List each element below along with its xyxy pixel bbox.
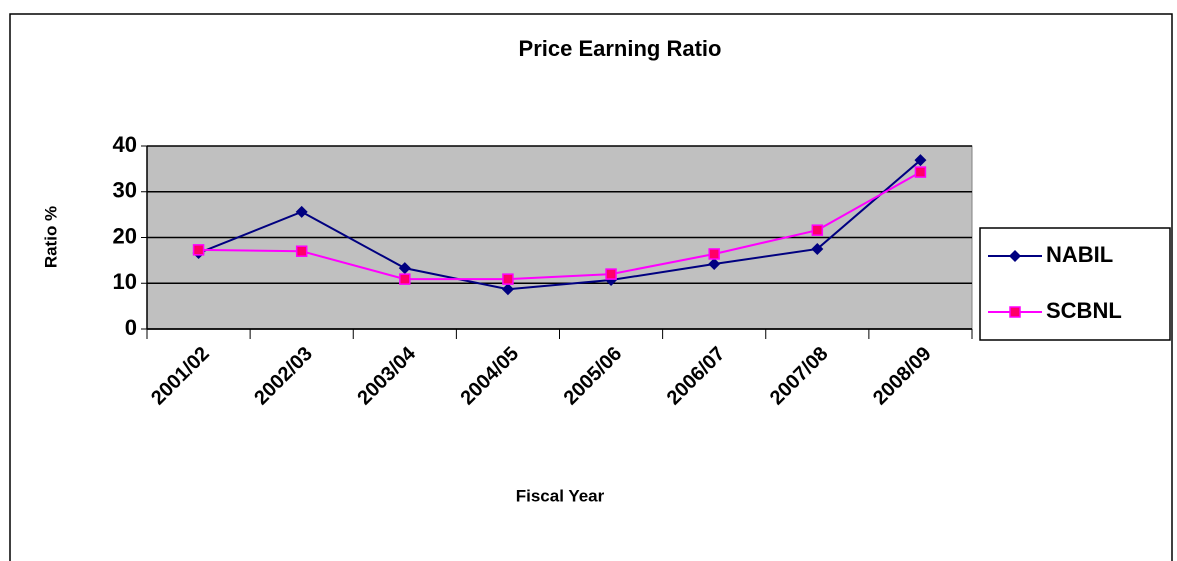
legend-label: SCBNL bbox=[1046, 298, 1122, 323]
marker bbox=[708, 258, 721, 271]
series-line bbox=[198, 171, 921, 281]
marker bbox=[1009, 306, 1021, 318]
y-tick-label: 40 bbox=[113, 132, 137, 157]
y-tick-label: 30 bbox=[113, 178, 137, 203]
marker bbox=[605, 268, 617, 280]
marker bbox=[501, 283, 514, 296]
x-axis-label: Fiscal Year bbox=[516, 486, 605, 505]
y-tick-label: 20 bbox=[113, 223, 137, 248]
marker bbox=[708, 248, 720, 260]
marker bbox=[811, 242, 824, 255]
marker bbox=[192, 244, 205, 256]
marker bbox=[914, 154, 927, 167]
marker bbox=[399, 273, 411, 285]
y-tick-label: 0 bbox=[125, 315, 137, 340]
series-line bbox=[198, 159, 922, 291]
marker bbox=[295, 205, 308, 218]
marker bbox=[1009, 250, 1021, 262]
marker bbox=[914, 166, 927, 178]
marker bbox=[398, 262, 411, 275]
y-axis-label: Ratio % bbox=[41, 206, 60, 268]
marker bbox=[811, 224, 824, 236]
y-tick-label: 10 bbox=[113, 269, 137, 294]
chart-title: Price Earning Ratio bbox=[519, 36, 722, 61]
marker bbox=[295, 245, 308, 257]
legend-label: NABIL bbox=[1046, 242, 1113, 267]
marker bbox=[502, 273, 514, 285]
legend-box bbox=[979, 227, 1171, 341]
